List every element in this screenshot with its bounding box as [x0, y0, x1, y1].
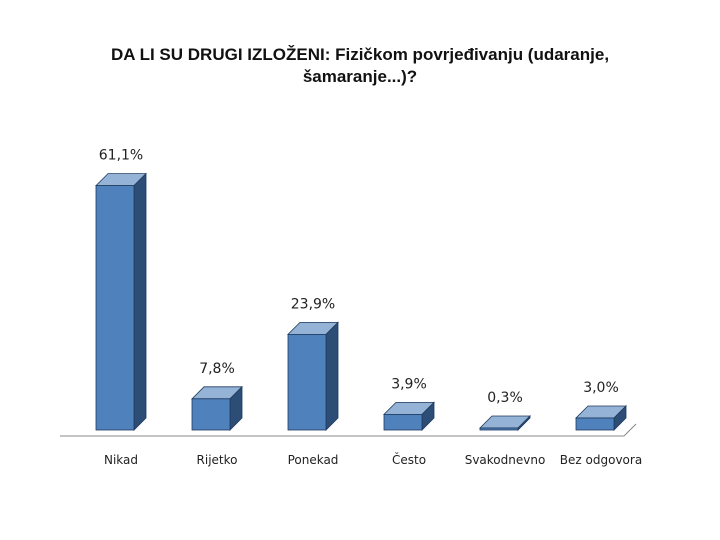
data-label-4: 0,3% — [487, 390, 523, 406]
x-tick-label-3: Često — [392, 452, 426, 467]
data-label-0: 61,1% — [99, 148, 143, 164]
bar-1 — [191, 398, 231, 431]
data-label-3: 3,9% — [391, 376, 427, 392]
x-tick-label-0: Nikad — [104, 453, 138, 467]
x-axis-floor-edge — [623, 423, 637, 437]
bar-4 — [479, 427, 519, 431]
data-label-5: 3,0% — [583, 380, 619, 396]
x-tick-label-5: Bez odgovora — [560, 453, 642, 467]
bar-0 — [95, 185, 135, 431]
chart-title-line-2: šamaranje...)? — [302, 67, 418, 86]
bar-5 — [575, 417, 615, 431]
bar-side-0 — [133, 172, 147, 431]
bar-2 — [287, 333, 327, 431]
chart-title-line-1: DA LI SU DRUGI IZLOŽENI: Fizičkom povrje… — [110, 45, 610, 64]
x-tick-label-1: Rijetko — [197, 453, 238, 467]
data-label-1: 7,8% — [199, 361, 235, 377]
data-label-2: 23,9% — [291, 296, 335, 312]
x-tick-label-2: Ponekad — [288, 453, 339, 467]
bar-top-4 — [479, 415, 531, 429]
chart-title: DA LI SU DRUGI IZLOŽENI: Fizičkom povrje… — [40, 44, 680, 88]
x-tick-label-4: Svakodnevno — [465, 453, 546, 467]
bar-3 — [383, 413, 423, 431]
bar-side-2 — [325, 321, 339, 431]
